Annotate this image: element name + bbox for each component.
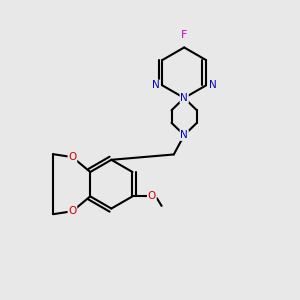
Text: N: N bbox=[180, 130, 188, 140]
Text: N: N bbox=[180, 93, 188, 103]
Text: O: O bbox=[148, 191, 156, 201]
Text: F: F bbox=[181, 30, 188, 40]
Text: N: N bbox=[152, 80, 160, 90]
Text: O: O bbox=[68, 206, 76, 216]
Text: O: O bbox=[68, 152, 76, 162]
Text: N: N bbox=[209, 80, 217, 90]
